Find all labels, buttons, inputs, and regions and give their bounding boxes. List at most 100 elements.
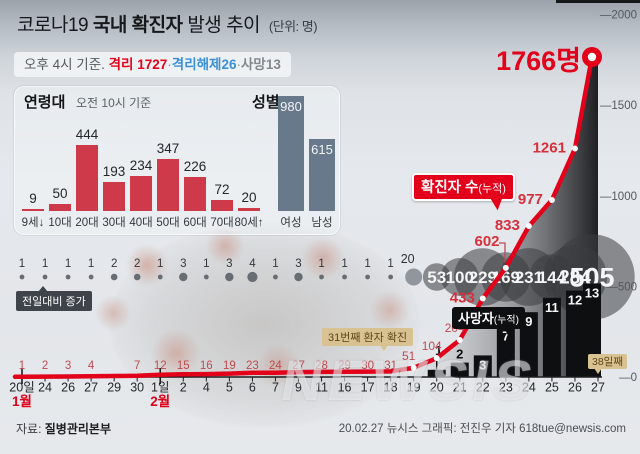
gender-bar-value: 980: [280, 99, 302, 114]
x-date-label: 4: [203, 381, 210, 395]
daily-dot-value: 1: [65, 258, 71, 270]
daily-dot: [19, 274, 25, 280]
x-date-label: 9: [295, 381, 302, 395]
death-bar-value: 11: [545, 300, 559, 315]
death-bar-value: 2: [456, 347, 463, 362]
age-chart-title: 연령대: [24, 94, 66, 111]
line-point: [502, 264, 509, 271]
x-date-label: 23: [499, 381, 513, 395]
age-bar-value: 226: [183, 159, 207, 174]
x-date-label: 11: [315, 381, 328, 395]
daily-dot-value: 1: [88, 258, 94, 270]
cumulative-value: 51: [402, 349, 416, 363]
age-bar-category: 30대: [102, 217, 126, 229]
cumulative-value: 2: [42, 360, 48, 372]
daily-dot-value: 3: [295, 258, 301, 270]
top-right-rule: [556, 0, 640, 3]
peak-value: 1766명: [496, 46, 581, 76]
age-bar: [76, 145, 98, 211]
y-tick-label: —0: [619, 372, 637, 384]
cumulative-value: 3: [65, 360, 71, 372]
confirmed-cumulative-callout: 확진자 수(누적): [412, 173, 515, 201]
daily-dot-value: 3: [180, 258, 186, 270]
quarantine-count: 격리 1727: [108, 57, 168, 72]
cumulative-value: 31: [384, 360, 397, 372]
x-date-label: 7: [272, 381, 279, 395]
daily-dot-value: 1: [19, 258, 25, 270]
virus-spot: [255, 345, 301, 387]
daily-bubble-value: 229: [469, 268, 497, 287]
daily-bubble-value: 144: [538, 268, 567, 287]
daily-bubble-value: 20: [401, 252, 415, 266]
x-date-label: 30: [130, 381, 144, 395]
daily-dot-value: 1: [272, 258, 278, 270]
age-bar-category: 20대: [75, 217, 99, 229]
x-date-label: 21: [453, 381, 467, 395]
deaths-cumulative-callout: 사망자(누적): [452, 307, 525, 329]
death-bar: [450, 362, 469, 377]
daily-dot: [42, 274, 48, 280]
age-bar-value: 50: [52, 186, 68, 201]
title-unit: (단위: 명): [268, 19, 318, 34]
cumulative-labels: 1234712151619232427282930315110420443360…: [19, 46, 581, 372]
age-bar: [103, 182, 125, 211]
cumulative-value: 27: [292, 360, 305, 372]
age-bar-value: 72: [214, 182, 230, 197]
x-date-label: 1일: [151, 381, 169, 395]
daily-bubble-value: 169: [492, 268, 520, 287]
daily-dot: [225, 272, 234, 282]
age-bar-category: 70대: [210, 217, 234, 229]
status-asof: 오후 4시 기준.: [24, 57, 105, 72]
x-date-label: 17: [361, 381, 375, 395]
gender-bar: [278, 96, 304, 211]
virus-spot: [150, 330, 202, 376]
daily-dot-value: 1: [157, 258, 163, 270]
daily-dot: [319, 274, 324, 280]
gender-bar-value: 615: [311, 142, 333, 157]
age-bar-value: 193: [102, 164, 126, 179]
x-axis: 20일 24 26 27 29 30 1일 2 4 5 6 7 9 11 16 17 18 19 20 21 22 23 2…: [9, 368, 605, 409]
daily-dot-value: 1: [203, 258, 209, 270]
daily-dot-value: 1: [42, 258, 48, 270]
separator: ·: [167, 57, 172, 72]
x-date-label: 26: [568, 381, 582, 395]
x-date-label: 20: [430, 381, 444, 395]
age-bar-category: 80세↑: [234, 217, 264, 229]
page-title: 코로나19 국내 확진자 발생 추이 (단위: 명): [17, 10, 318, 37]
x-date-label: 27: [591, 381, 605, 395]
death-bar-value: 13: [585, 285, 599, 300]
title-prefix: 코로나19: [17, 15, 89, 36]
status-badge: 오후 4시 기준. 격리 1727·격리해제26·사망13: [14, 52, 291, 77]
daily-dot-value: 3: [226, 258, 232, 270]
cumulative-value: 24: [269, 360, 282, 372]
daily-dot: [65, 274, 71, 280]
cumulative-value: 104: [422, 339, 442, 353]
daily-dot: [342, 274, 347, 280]
death-count: 사망13: [241, 57, 281, 72]
age-bar: [49, 204, 71, 211]
age-bar-value: 20: [241, 190, 257, 205]
x-date-label: 27: [84, 381, 98, 395]
daily-dot: [273, 274, 278, 280]
age-bar-value: 347: [156, 141, 180, 156]
line-point: [456, 337, 463, 344]
x-date-label: 29: [107, 381, 121, 395]
separator: ·: [236, 57, 242, 72]
cumulative-value: 602: [474, 233, 499, 250]
x-month-label: 2월: [150, 393, 170, 409]
x-date-label: 24: [522, 381, 536, 395]
age-bar: [238, 208, 260, 211]
x-date-label: 19: [407, 381, 421, 395]
death-bar: [473, 355, 492, 377]
age-bar-category: 40대: [129, 217, 153, 229]
cumulative-value: 15: [177, 360, 190, 372]
virus-spot: [95, 295, 131, 331]
daily-dot: [110, 273, 118, 281]
source-note: 자료: 질병관리본부: [16, 422, 112, 436]
cumulative-value: 12: [154, 360, 167, 372]
cumulative-value: 19: [223, 360, 236, 372]
cumulative-value: 977: [518, 191, 543, 208]
daily-dot-value: 1: [364, 258, 370, 270]
